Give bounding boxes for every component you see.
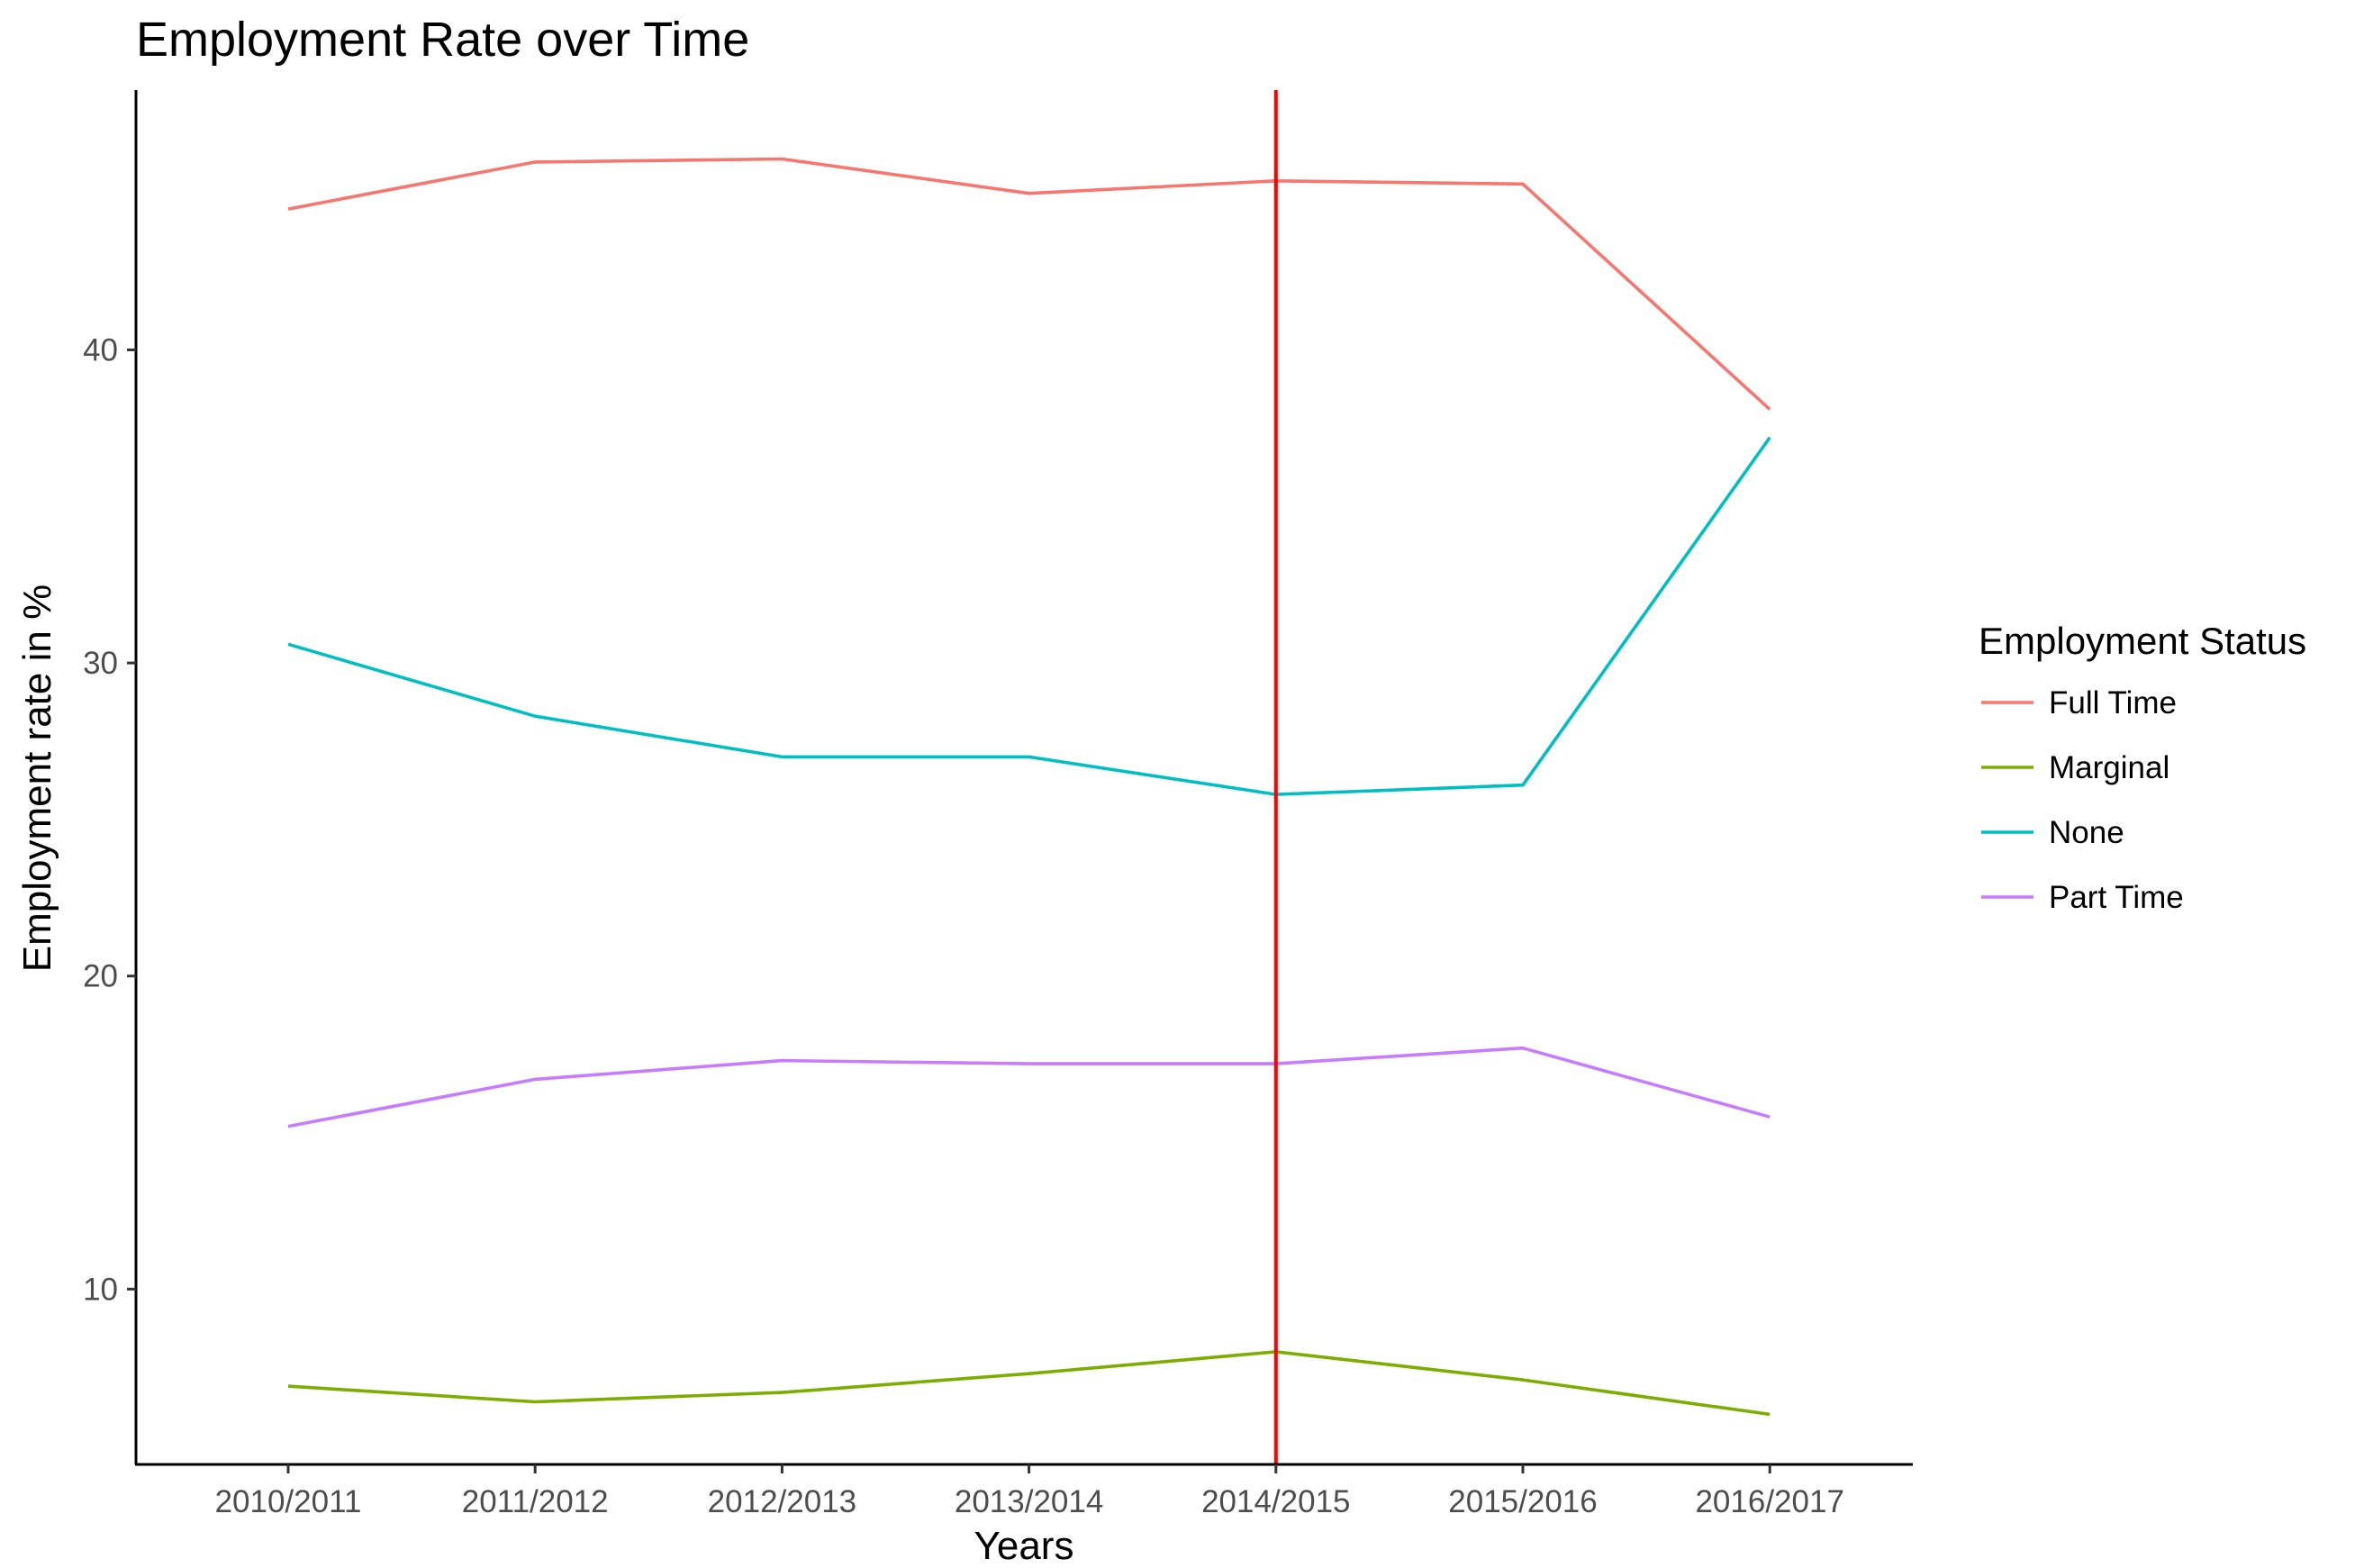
plot-area: 10 20 30 40 2010/2011 2011/2012 2012/2013 2013…: [83, 90, 1913, 1519]
legend-label: None: [2049, 815, 2124, 850]
x-tick-label: 2011/2012: [462, 1484, 609, 1519]
y-axis-title: Employment rate in %: [15, 585, 59, 972]
y-tick-label: 30: [83, 646, 118, 681]
x-axis-ticks: 2010/2011 2011/2012 2012/2013 2013/2014 2014…: [215, 1464, 1844, 1519]
chart-title: Employment Rate over Time: [136, 13, 749, 67]
legend-item-part-time: Part Time: [1981, 880, 2184, 915]
legend: Employment Status Full Time Marginal None P…: [1979, 620, 2306, 915]
y-tick-label: 20: [83, 959, 118, 994]
legend-items: Full Time Marginal None Part Time: [1981, 685, 2184, 915]
x-tick-label: 2016/2017: [1695, 1484, 1843, 1519]
legend-label: Part Time: [2049, 880, 2184, 915]
legend-item-full-time: Full Time: [1981, 685, 2177, 721]
x-tick-label: 2013/2014: [955, 1484, 1103, 1519]
x-tick-label: 2010/2011: [215, 1484, 362, 1519]
legend-label: Full Time: [2049, 685, 2177, 721]
x-tick-label: 2012/2013: [708, 1484, 856, 1519]
x-tick-label: 2014/2015: [1201, 1484, 1350, 1519]
series-line-none: [287, 436, 1771, 796]
series-line-full-time: [287, 157, 1771, 411]
legend-item-none: None: [1981, 815, 2124, 850]
legend-title: Employment Status: [1979, 620, 2306, 662]
y-tick-label: 40: [83, 333, 118, 368]
y-tick-label: 10: [83, 1272, 118, 1307]
x-axis-title: Years: [974, 1524, 1074, 1568]
legend-label: Marginal: [2049, 750, 2169, 785]
series-line-marginal: [287, 1350, 1771, 1417]
series-layer: [287, 157, 1771, 1417]
y-axis-ticks: 10 20 30 40: [83, 333, 136, 1307]
series-line-part-time: [287, 1046, 1771, 1128]
legend-item-marginal: Marginal: [1981, 750, 2169, 785]
x-tick-label: 2015/2016: [1448, 1484, 1597, 1519]
